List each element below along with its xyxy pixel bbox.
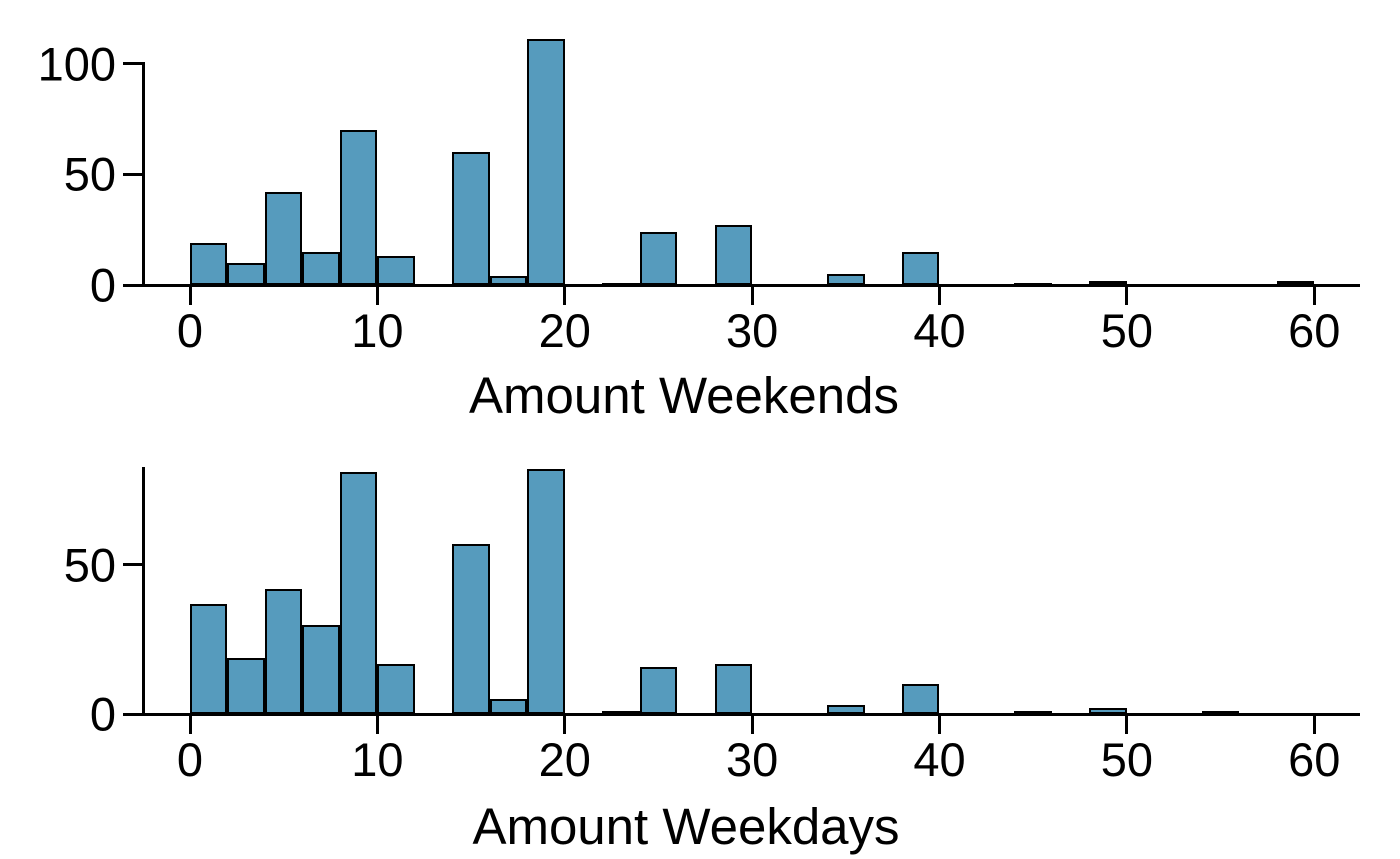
histogram-bar (1089, 280, 1127, 285)
histogram-bar (527, 39, 565, 285)
x-tick-label: 60 (1288, 304, 1341, 357)
histogram-bar (227, 657, 265, 715)
y-tick-mark (123, 283, 143, 287)
histogram-bar (1201, 711, 1240, 716)
y-axis (141, 467, 145, 716)
x-tick-label: 20 (538, 304, 591, 357)
histogram-bar (190, 603, 228, 715)
histogram-bar (302, 251, 340, 285)
x-tick-mark (750, 285, 754, 305)
x-tick-mark (937, 285, 941, 305)
x-tick-mark (563, 285, 567, 305)
histogram-bar (1276, 280, 1315, 285)
histogram-bar (339, 472, 378, 715)
histogram-bar (377, 663, 415, 715)
x-tick-label: 40 (913, 304, 966, 357)
x-tick-label: 50 (1100, 304, 1153, 357)
y-tick-mark (123, 563, 143, 567)
x-tick-label: 10 (351, 733, 404, 786)
y-tick-mark (123, 172, 143, 176)
y-tick-mark (123, 712, 143, 716)
x-tick-label: 10 (351, 304, 404, 357)
histogram-bar (827, 705, 865, 715)
histogram-bar (827, 273, 865, 285)
x-tick-label: 40 (913, 733, 966, 786)
y-tick-label: 0 (89, 687, 116, 741)
x-tick-label: 50 (1100, 733, 1153, 786)
x-tick-mark (1312, 714, 1316, 735)
histogram-bar (302, 624, 340, 715)
histogram-bar (489, 276, 528, 285)
x-tick-mark (1125, 714, 1129, 735)
histogram-bar (714, 663, 753, 715)
x-tick-mark (1125, 285, 1129, 305)
x-axis-title: Amount Weekdays (472, 798, 900, 855)
x-tick-mark (375, 285, 379, 305)
y-tick-label: 50 (63, 538, 116, 592)
histogram-bar (602, 282, 640, 287)
x-axis-title: Amount Weekends (469, 367, 899, 424)
x-axis (123, 283, 1360, 287)
x-tick-label: 60 (1288, 733, 1341, 786)
histogram-bar (902, 684, 940, 715)
x-tick-mark (188, 714, 192, 735)
y-tick-label: 0 (89, 258, 116, 312)
histogram-bar (639, 231, 678, 285)
histogram-bar (1014, 282, 1052, 287)
y-tick-mark (123, 62, 143, 66)
histogram-bar (227, 262, 265, 285)
y-axis (141, 62, 145, 287)
histogram-bar (714, 225, 753, 285)
histogram-bar (264, 192, 303, 285)
x-tick-mark (750, 714, 754, 735)
x-tick-label: 20 (538, 733, 591, 786)
histogram-bar (190, 242, 228, 285)
x-tick-mark (1312, 285, 1316, 305)
x-tick-label: 30 (725, 733, 779, 786)
x-axis (123, 712, 1360, 716)
histogram-bar (452, 152, 490, 285)
x-tick-mark (375, 714, 379, 735)
y-tick-label: 50 (63, 147, 116, 201)
histogram-bar (264, 588, 303, 715)
histogram-bar (377, 256, 415, 285)
histogram-bar (339, 130, 378, 285)
x-tick-label: 0 (176, 304, 204, 357)
x-tick-mark (937, 714, 941, 735)
x-tick-label: 30 (725, 304, 779, 357)
histogram-bar (489, 699, 528, 715)
histogram-bar (452, 544, 490, 715)
x-tick-label: 0 (176, 733, 204, 786)
histogram-bar (1014, 711, 1052, 716)
histogram-bar (1089, 708, 1127, 715)
histogram-bar (639, 666, 678, 715)
histogram-bar (527, 469, 565, 715)
y-tick-label: 100 (37, 37, 116, 91)
histogram-bar (902, 251, 940, 285)
histogram-bar (602, 711, 640, 716)
x-tick-mark (563, 714, 567, 735)
x-tick-mark (188, 285, 192, 305)
